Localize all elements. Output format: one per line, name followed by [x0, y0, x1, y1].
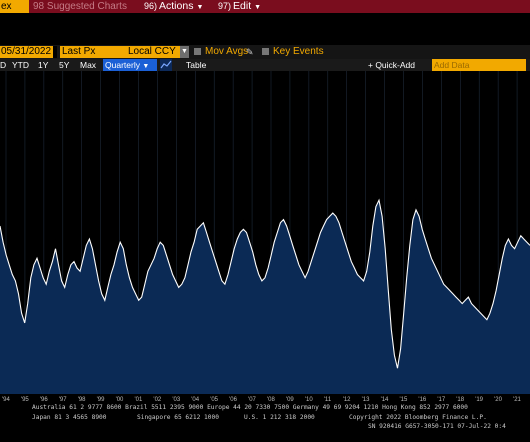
x-tick-label: '05	[210, 397, 218, 403]
frequency-label: Quarterly	[105, 60, 140, 70]
pencil-icon[interactable]: ✎	[246, 47, 254, 57]
x-tick-label: '06	[229, 397, 237, 403]
chevron-down-icon: ▼	[196, 4, 204, 11]
edit-menu[interactable]: 97) Edit ▼	[214, 0, 530, 13]
x-tick-label: '14	[381, 397, 389, 403]
x-tick-label: '01	[135, 397, 143, 403]
price-chart[interactable]	[0, 71, 530, 394]
x-tick-label: '96	[40, 397, 48, 403]
command-bar: ex 98 Suggested Charts 96) Actions ▼ 97) Ed…	[0, 0, 530, 14]
ticker-field[interactable]: ex	[0, 0, 29, 13]
x-tick-label: '10	[305, 397, 313, 403]
x-axis: '94 '95 '96 '97 '98 '99 '00 '01 '02 '03 '04 '05 '06 '…	[0, 394, 530, 404]
table-button[interactable]: Table	[186, 60, 207, 70]
x-tick-label: '20	[494, 397, 502, 403]
x-tick-label: '09	[286, 397, 294, 403]
x-tick-label: '17	[437, 397, 445, 403]
x-tick-label: '00	[116, 397, 124, 403]
key-events-label: Key Events	[273, 46, 324, 57]
period-ytd[interactable]: YTD	[12, 60, 29, 70]
x-tick-label: '02	[153, 397, 161, 403]
footer-serial: SN 920416 G657-3050-171 07-Jul-22 0:4	[368, 423, 506, 430]
period-d[interactable]: D	[0, 60, 7, 70]
x-tick-label: '03	[172, 397, 180, 403]
x-tick-label: '11	[324, 397, 332, 403]
x-tick-label: '21	[513, 397, 521, 403]
mov-avgs-checkbox[interactable]	[194, 48, 201, 55]
period-max[interactable]: Max	[80, 60, 97, 70]
series-area	[0, 200, 530, 394]
x-tick-label: '15	[400, 397, 408, 403]
line-chart-icon[interactable]	[160, 59, 172, 71]
period-1y[interactable]: 1Y	[38, 60, 49, 70]
add-data-input[interactable]: Add Data	[432, 59, 526, 71]
x-tick-label: '12	[343, 397, 351, 403]
x-tick-label: '04	[191, 397, 199, 403]
mov-avgs-label: Mov Avgs	[205, 46, 249, 57]
chevron-down-icon: ▼	[142, 63, 150, 70]
currency-dropdown-icon[interactable]: ▼	[180, 46, 189, 58]
x-tick-label: '13	[362, 397, 370, 403]
chevron-down-icon: ▼	[254, 4, 262, 11]
date-field[interactable]: 05/31/2022	[0, 46, 53, 58]
series-line	[0, 198, 530, 369]
actions-label: Actions	[159, 0, 194, 12]
key-events-checkbox[interactable]	[262, 48, 269, 55]
x-tick-label: '18	[456, 397, 464, 403]
period-5y[interactable]: 5Y	[59, 60, 70, 70]
field-selector[interactable]: Last Px	[60, 46, 126, 58]
currency-selector[interactable]: Local CCY	[126, 46, 182, 58]
footer-us: U.S. 1 212 318 2000	[244, 414, 315, 421]
edit-number: 97)	[218, 1, 232, 11]
actions-menu[interactable]: 96) Actions ▼	[140, 0, 216, 13]
quick-add-button[interactable]: + Quick-Add	[368, 60, 416, 70]
x-tick-label: '08	[267, 397, 275, 403]
edit-label: Edit	[233, 0, 252, 12]
footer-singapore: Singapore 65 6212 1000	[137, 414, 219, 421]
footer-copyright: Copyright 2022 Bloomberg Finance L.P.	[349, 414, 487, 421]
calendar-icon[interactable]	[53, 46, 57, 58]
x-tick-label: '07	[248, 397, 256, 403]
x-tick-label: '99	[97, 397, 105, 403]
x-tick-label: '94	[2, 397, 10, 403]
footer-contacts: Australia 61 2 9777 8600 Brazil 5511 239…	[32, 404, 468, 411]
x-tick-label: '16	[418, 397, 426, 403]
suggested-charts-button[interactable]: 98 Suggested Charts	[29, 0, 140, 13]
x-tick-label: '95	[21, 397, 29, 403]
footer-japan: Japan 81 3 4565 8900	[32, 414, 107, 421]
actions-number: 96)	[144, 1, 158, 11]
x-tick-label: '98	[78, 397, 86, 403]
frequency-selector[interactable]: Quarterly ▼	[103, 59, 157, 71]
x-tick-label: '19	[475, 397, 483, 403]
x-tick-label: '97	[59, 397, 67, 403]
footer: Australia 61 2 9777 8600 Brazil 5511 239…	[0, 404, 530, 442]
